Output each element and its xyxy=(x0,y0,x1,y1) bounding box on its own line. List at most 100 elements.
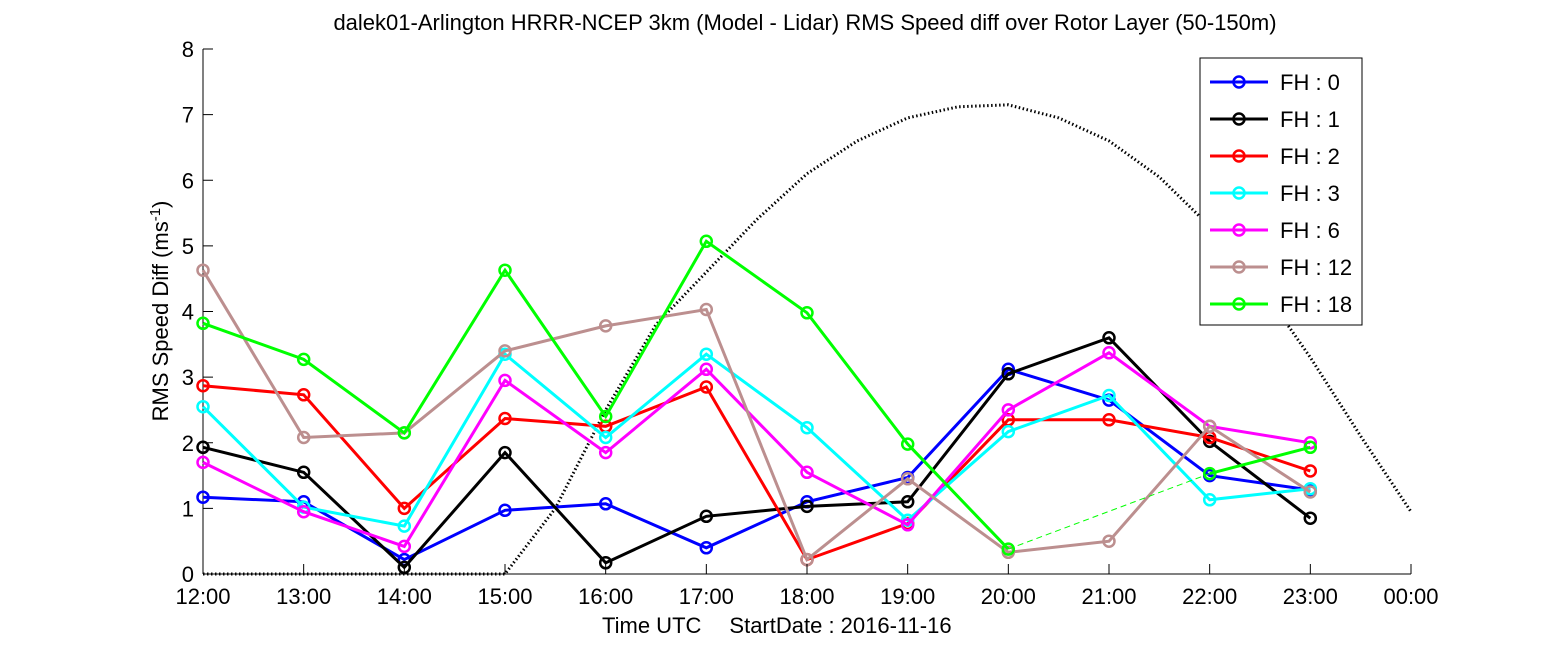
data-point xyxy=(1303,511,1318,525)
y-tick-label: 5 xyxy=(182,234,194,259)
x-tick-label: 17:00 xyxy=(679,584,734,609)
legend-swatch-marker xyxy=(1232,75,1246,89)
chart-title: dalek01-Arlington HRRR-NCEP 3km (Model -… xyxy=(333,10,1276,35)
y-axis-label-base: RMS Speed Diff (ms xyxy=(148,221,173,421)
series-line xyxy=(201,269,1312,563)
legend-label: FH : 12 xyxy=(1280,255,1352,280)
series-6 xyxy=(196,234,1318,556)
series-line xyxy=(202,239,1010,551)
data-point xyxy=(1202,419,1217,434)
x-tick-label: 22:00 xyxy=(1182,584,1237,609)
data-point xyxy=(498,503,512,518)
y-tick-label: 7 xyxy=(182,103,194,128)
legend-item: FH : 0 xyxy=(1210,70,1340,95)
data-point xyxy=(498,373,512,388)
y-tick-label: 0 xyxy=(182,562,194,587)
x-tick-label: 19:00 xyxy=(880,584,935,609)
data-point xyxy=(598,497,613,511)
data-point xyxy=(699,380,714,394)
x-tick-label: 00:00 xyxy=(1383,584,1438,609)
legend-item: FH : 6 xyxy=(1210,218,1340,243)
legend-item: FH : 18 xyxy=(1210,292,1352,317)
data-point xyxy=(296,430,311,445)
data-point xyxy=(699,347,714,361)
data-point xyxy=(196,490,210,504)
data-point xyxy=(498,344,512,358)
y-axis: 0 1 2 3 4 5 6 7 8 xyxy=(182,37,213,587)
data-point xyxy=(1102,346,1116,360)
data-point xyxy=(699,302,714,317)
data-point xyxy=(800,306,814,320)
data-point xyxy=(296,504,311,519)
x-axis: 12:00 13:00 14:00 15:00 16:00 17:00 18:00 19:00… xyxy=(175,564,1439,609)
x-tick-label: 13:00 xyxy=(276,584,331,609)
y-tick-label: 4 xyxy=(182,300,194,325)
legend-item: FH : 2 xyxy=(1210,144,1340,169)
data-point xyxy=(900,472,915,486)
data-point xyxy=(196,378,210,393)
series-line xyxy=(202,367,1311,562)
x-tick-label: 21:00 xyxy=(1081,584,1136,609)
data-point xyxy=(196,455,210,470)
data-point xyxy=(196,399,210,414)
data-point xyxy=(1001,542,1016,556)
y-axis-label-end: ) xyxy=(148,201,173,208)
data-point xyxy=(296,352,311,367)
data-point xyxy=(1102,413,1116,427)
x-tick-label: 20:00 xyxy=(981,584,1036,609)
legend-swatch-marker xyxy=(1232,186,1246,200)
data-point xyxy=(1303,464,1318,478)
data-point xyxy=(397,501,412,516)
data-point xyxy=(196,263,210,277)
data-point xyxy=(397,426,412,440)
data-point xyxy=(598,430,613,445)
data-point xyxy=(1001,424,1016,439)
data-point xyxy=(1102,331,1116,345)
legend: FH : 0 FH : 1 FH : 2 FH : 3 FH : 6 FH : 12 FH … xyxy=(1199,57,1363,326)
series-3 xyxy=(196,347,1318,533)
data-point xyxy=(498,445,512,460)
x-tick-label: 14:00 xyxy=(377,584,432,609)
legend-label: FH : 2 xyxy=(1280,144,1340,169)
series-line xyxy=(202,384,1311,562)
legend-item: FH : 3 xyxy=(1210,181,1340,206)
data-point xyxy=(196,440,210,455)
x-tick-label: 23:00 xyxy=(1283,584,1338,609)
data-point xyxy=(598,409,613,424)
data-point xyxy=(498,263,512,277)
data-point xyxy=(598,445,613,460)
data-point xyxy=(699,362,714,377)
legend-swatch-marker xyxy=(1232,223,1246,237)
data-point xyxy=(900,495,915,509)
legend-label: FH : 0 xyxy=(1280,70,1340,95)
y-tick-label: 2 xyxy=(182,431,194,456)
data-point xyxy=(699,234,714,249)
y-tick-label: 3 xyxy=(182,365,194,390)
legend-label: FH : 1 xyxy=(1280,107,1340,132)
series-line xyxy=(1209,445,1311,476)
legend-label: FH : 3 xyxy=(1280,181,1340,206)
data-point xyxy=(296,388,311,402)
data-point xyxy=(397,539,412,554)
y-tick-label: 8 xyxy=(182,37,194,62)
legend-swatch-marker xyxy=(1232,297,1246,311)
x-axis-title: Time UTC xyxy=(602,613,702,638)
legend-label: FH : 6 xyxy=(1280,218,1340,243)
data-point xyxy=(900,518,915,532)
x-tick-label: 12:00 xyxy=(175,584,230,609)
data-point xyxy=(1102,534,1116,548)
series-line xyxy=(202,351,1311,549)
y-axis-label: RMS Speed Diff (ms-1) xyxy=(147,201,174,422)
data-point xyxy=(498,411,512,426)
data-point xyxy=(699,541,714,555)
data-point xyxy=(800,465,814,480)
start-date-label: StartDate : 2016-11-16 xyxy=(729,613,951,638)
data-point xyxy=(1303,485,1318,499)
legend-swatch-marker xyxy=(1232,149,1246,163)
series-line-dashed xyxy=(1008,473,1210,550)
data-point xyxy=(1303,440,1318,455)
data-point xyxy=(699,509,714,524)
x-axis-label: Time UTC StartDate : 2016-11-16 xyxy=(602,613,952,638)
data-point xyxy=(800,420,814,435)
